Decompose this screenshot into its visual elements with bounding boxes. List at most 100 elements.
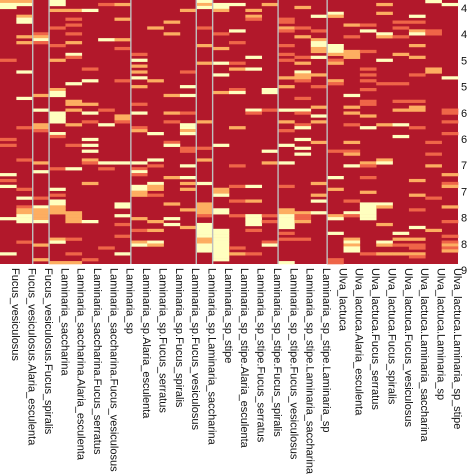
heatmap-cell [229,61,246,65]
heatmap-cell [81,161,99,165]
heatmap-cell [376,252,393,256]
heatmap-cell [245,111,263,115]
heatmap-cell [65,237,83,241]
heatmap-cell [310,181,328,186]
heatmap-cell [441,240,459,244]
heatmap-cell [245,184,263,189]
heatmap-cell [65,217,83,221]
heatmap-cell [359,252,377,256]
heatmap-cell [343,164,361,168]
heatmap-cell [392,26,410,30]
heatmap-cell [179,70,197,74]
heatmap-cell [65,23,83,27]
heatmap-cell [163,217,181,221]
heatmap-cell [147,243,164,247]
heatmap-cell [49,8,66,13]
heatmap-cell [16,158,34,162]
heatmap-cell [32,258,50,262]
heatmap-cells [0,0,459,265]
heatmap-cell [65,261,83,265]
heatmap-cell [196,240,213,244]
column-label: Laminaria_sp_stipe.Fucus_spiralis [271,268,283,437]
heatmap-cell [310,14,328,18]
column-label: Laminaria_sp_stipe.Fucus_vesiculosus [287,268,299,460]
heatmap-cell [81,137,99,142]
heatmap-cell [359,211,377,215]
heatmap-cell [310,73,328,77]
heatmap-cell [114,161,132,165]
heatmap-cell [49,117,66,121]
heatmap-cell [179,181,197,186]
column-label: Fucus_vesiculosus.Fucus_spiralis [42,268,54,435]
heatmap-cell [49,208,66,212]
heatmap-cell [278,129,295,133]
heatmap-cell [343,249,361,253]
heatmap-cell [16,96,34,101]
heatmap-cell [49,58,66,62]
heatmap-cell [130,129,148,133]
column-label: Laminaria_sp_stipe.Laminaria_saccharina [304,268,316,474]
row-label: 8 [461,213,467,225]
column-label: Ulva_lactuca.Fucus_serratus [369,268,381,410]
heatmap-cell [294,123,312,127]
heatmap-cell [49,90,66,95]
heatmap-cell [310,105,328,109]
heatmap-cell [392,237,410,241]
heatmap-cell [441,173,459,177]
heatmap-cell [196,231,213,235]
heatmap-cell [196,146,213,150]
heatmap-cell [310,140,328,145]
heatmap-cell [229,252,246,256]
heatmap-cell [278,143,295,147]
heatmap-cell [49,26,66,30]
heatmap-cell [310,46,328,51]
heatmap-cell [196,234,213,238]
heatmap-cell [408,108,426,112]
heatmap-cell [98,167,115,171]
heatmap-cell [343,52,361,57]
heatmap-cell [196,222,213,227]
heatmap-cell [359,190,377,194]
row-labels: 4 4 5 5 6 6 7 7 8 8 9 [461,3,467,277]
row-label: 4 [461,29,467,41]
heatmap-cell [278,17,295,21]
heatmap-cell [294,76,312,80]
heatmap-cell [245,214,263,218]
heatmap-cell [425,70,442,74]
heatmap-cell [130,217,148,221]
heatmap-cell [441,108,459,112]
heatmap-cell [212,249,230,253]
heatmap-cell [229,199,246,203]
heatmap-cell [229,246,246,250]
heatmap-cell [130,228,148,233]
heatmap-cell [212,258,230,262]
heatmap-cell [441,220,459,224]
heatmap-cell [245,55,263,59]
heatmap-cell [359,88,377,92]
heatmap-cell [376,202,393,206]
heatmap-cell [81,143,99,147]
row-label: 9 [461,265,467,277]
heatmap-cell [130,126,148,130]
heatmap-cell [163,20,181,24]
heatmap-cell [343,55,361,59]
heatmap-cell [147,79,164,83]
heatmap-cell [32,205,50,209]
heatmap-cell [49,111,66,115]
heatmap-cell [179,111,197,115]
heatmap-cell [310,29,328,33]
heatmap-cell [310,120,328,124]
heatmap-cell [196,181,213,186]
heatmap-cell [425,228,442,233]
heatmap-cell [294,137,312,142]
heatmap-cell [212,190,230,194]
heatmap-cell [114,214,132,218]
heatmap-cell [441,2,459,7]
heatmap-cell [0,252,17,256]
heatmap-cell [196,120,213,124]
heatmap-cell [130,52,148,57]
heatmap-cell [212,143,230,147]
heatmap-cell [130,187,148,191]
heatmap-cell [408,178,426,183]
column-label: Laminaria_sp_stipe.Laminaria_sp [320,268,332,432]
